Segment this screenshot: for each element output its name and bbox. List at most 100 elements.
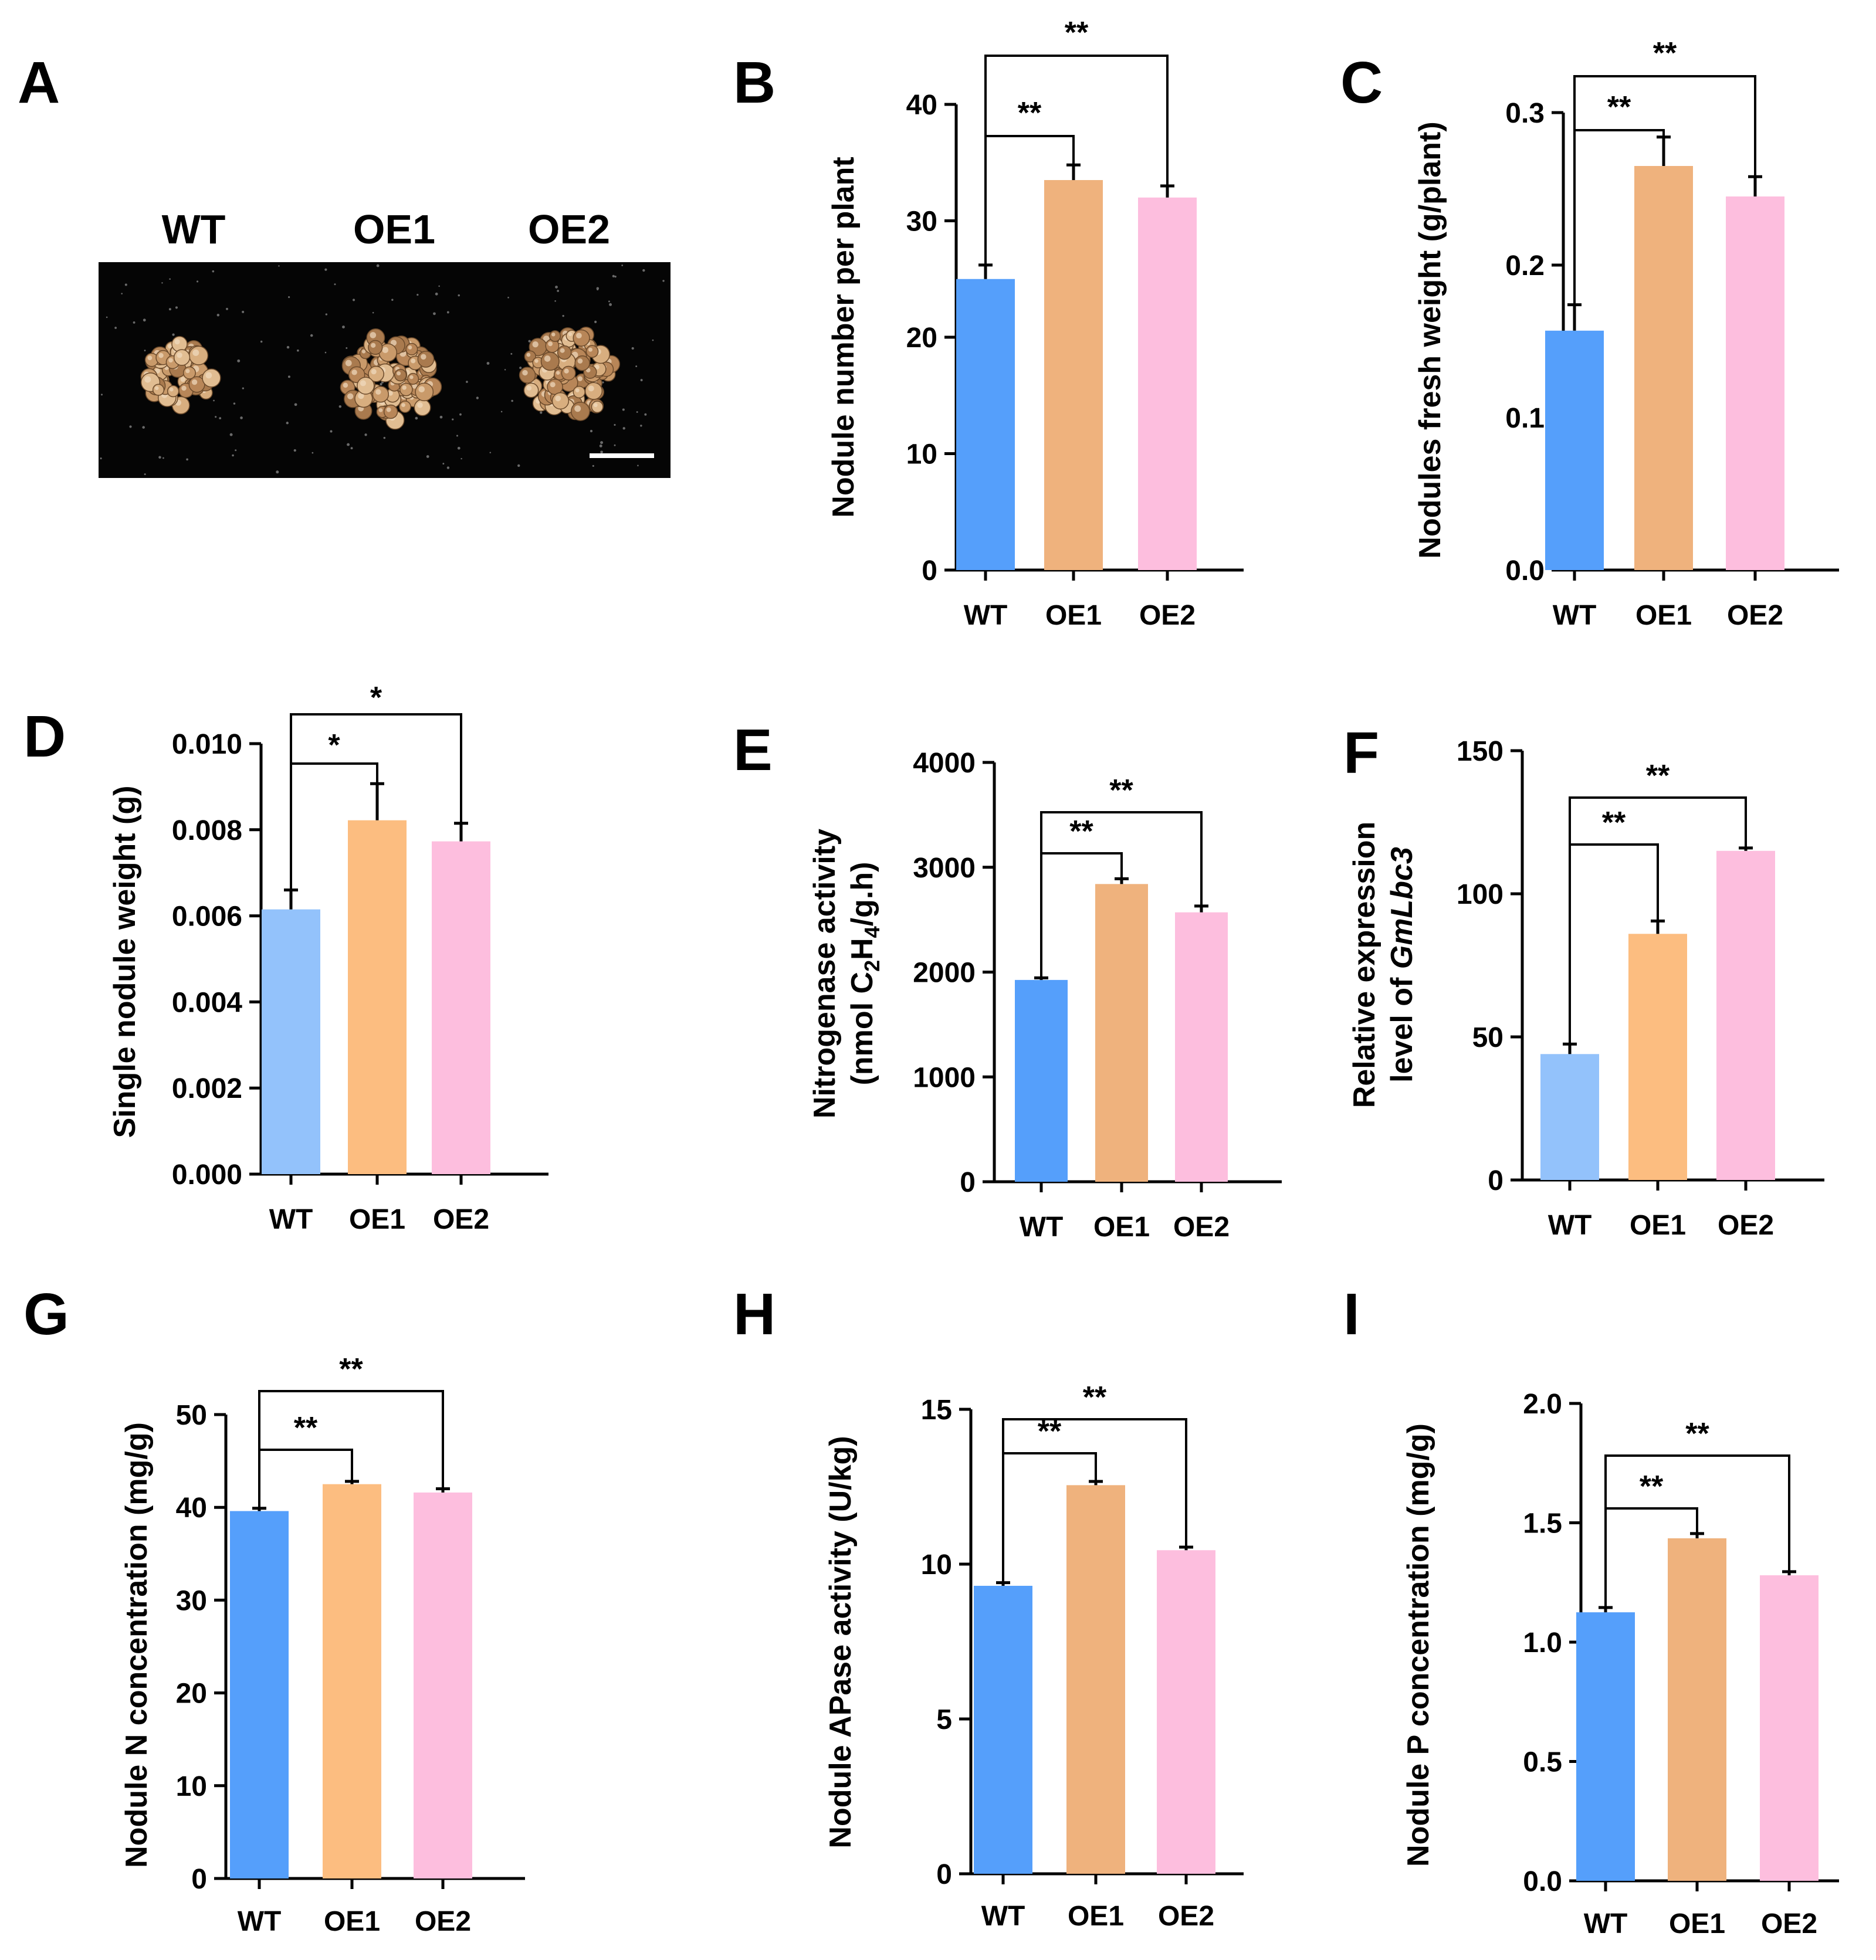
chart-g: G 0 10 20 30 40 50 WT OE1 OE2 ** ** Nodule N concent… xyxy=(23,1281,525,1937)
nodule-highlight xyxy=(534,359,539,363)
speckle xyxy=(592,464,594,467)
speckle xyxy=(197,280,199,283)
significance-label: ** xyxy=(1653,36,1677,70)
nodule-highlight xyxy=(185,369,190,374)
speckle xyxy=(612,274,615,277)
speckle xyxy=(233,402,236,405)
x-tick-label: OE1 xyxy=(1669,1908,1725,1939)
nodule-highlight xyxy=(588,385,594,392)
bar-wt xyxy=(230,1511,289,1878)
speckle xyxy=(500,411,503,413)
nodule xyxy=(383,404,398,419)
speckle xyxy=(175,306,178,309)
bar-oe2 xyxy=(432,841,490,1174)
x-tick-label: OE1 xyxy=(1093,1212,1150,1243)
nodule-highlight xyxy=(550,382,556,388)
nodule xyxy=(173,349,191,366)
error-bar xyxy=(1034,976,1048,980)
speckle xyxy=(342,325,345,328)
bracket-line xyxy=(1002,1418,1187,1583)
nodule xyxy=(398,401,411,413)
speckle xyxy=(242,387,244,389)
error-bar xyxy=(1657,135,1671,166)
error-bar xyxy=(436,1487,450,1493)
speckle xyxy=(636,411,638,413)
significance-bracket: ** xyxy=(1002,1381,1187,1583)
nodule xyxy=(171,335,188,352)
speckle xyxy=(352,299,355,301)
significance-label: ** xyxy=(1069,815,1093,849)
speckle xyxy=(635,365,638,368)
y-tick-label: 1000 xyxy=(913,1062,976,1093)
speckle xyxy=(391,299,394,301)
y-tick-label: 0.1 xyxy=(1505,403,1545,434)
nodule-highlight xyxy=(556,371,560,375)
speckle xyxy=(652,339,654,341)
speckle xyxy=(293,449,296,452)
x-tick-label: OE1 xyxy=(324,1906,380,1937)
error-bar xyxy=(1115,877,1129,884)
y-axis-label: Nodules fresh weight (g/plant) xyxy=(1413,121,1447,558)
speckle xyxy=(100,457,102,460)
speckle xyxy=(376,264,380,267)
speckle xyxy=(507,296,509,299)
significance-label: ** xyxy=(1083,1381,1107,1415)
speckle xyxy=(640,379,643,382)
significance-bracket: ** xyxy=(258,1352,444,1508)
significance-bracket: * xyxy=(290,681,462,890)
y-tick-label: 150 xyxy=(1457,736,1503,767)
y-tick-label: 1.0 xyxy=(1523,1627,1562,1659)
speckle xyxy=(426,455,429,458)
bar-oe2 xyxy=(1138,197,1197,570)
x-tick-label: WT xyxy=(981,1901,1025,1932)
speckle xyxy=(460,457,462,460)
nodule-highlight xyxy=(576,333,582,339)
speckle xyxy=(486,362,490,365)
nodule-highlight xyxy=(144,376,151,383)
y-tick-label: 0.2 xyxy=(1505,250,1545,282)
significance-label: ** xyxy=(1065,16,1089,50)
nodule-highlight xyxy=(522,369,528,376)
speckle xyxy=(600,441,604,445)
nodule xyxy=(584,382,603,400)
y-axis-label: Nodule APase activity (U/kg) xyxy=(824,1436,858,1848)
bar-wt xyxy=(1540,1054,1599,1180)
significance-label: ** xyxy=(294,1411,318,1445)
nodule xyxy=(519,367,536,384)
panel-letter-e: E xyxy=(733,717,773,783)
y-tick-label: 2000 xyxy=(913,958,976,989)
speckle xyxy=(562,314,564,317)
x-tick-label: OE1 xyxy=(1635,600,1692,631)
speckle xyxy=(143,318,146,322)
speckle xyxy=(557,290,560,292)
significance-bracket: ** xyxy=(1569,759,1747,1045)
nodule xyxy=(571,401,590,421)
speckle xyxy=(219,417,222,420)
photo-label-wt: WT xyxy=(162,206,226,252)
speckle xyxy=(311,452,314,454)
y-axis-label-part: H xyxy=(845,938,879,960)
speckle xyxy=(172,333,175,336)
speckle xyxy=(466,381,468,383)
significance-label: ** xyxy=(339,1352,363,1386)
bracket-line xyxy=(258,1390,444,1508)
speckle xyxy=(168,308,171,311)
speckle xyxy=(158,456,161,459)
nodule-highlight xyxy=(402,385,407,390)
error-bar xyxy=(454,822,468,842)
y-tick-label: 20 xyxy=(176,1678,207,1710)
error-bar xyxy=(1748,175,1762,196)
speckle xyxy=(622,408,625,411)
y-tick-label: 0.008 xyxy=(172,815,242,846)
bracket-line xyxy=(984,55,1169,265)
speckle xyxy=(129,425,132,428)
speckle xyxy=(347,443,350,446)
speckle xyxy=(106,316,108,318)
nodule-highlight xyxy=(593,403,598,408)
speckle xyxy=(590,429,593,433)
x-tick-label: OE2 xyxy=(433,1204,489,1235)
speckle xyxy=(346,347,348,349)
significance-label: * xyxy=(328,728,340,762)
y-tick-label: 2.0 xyxy=(1523,1389,1562,1420)
nodule-highlight xyxy=(169,387,174,392)
